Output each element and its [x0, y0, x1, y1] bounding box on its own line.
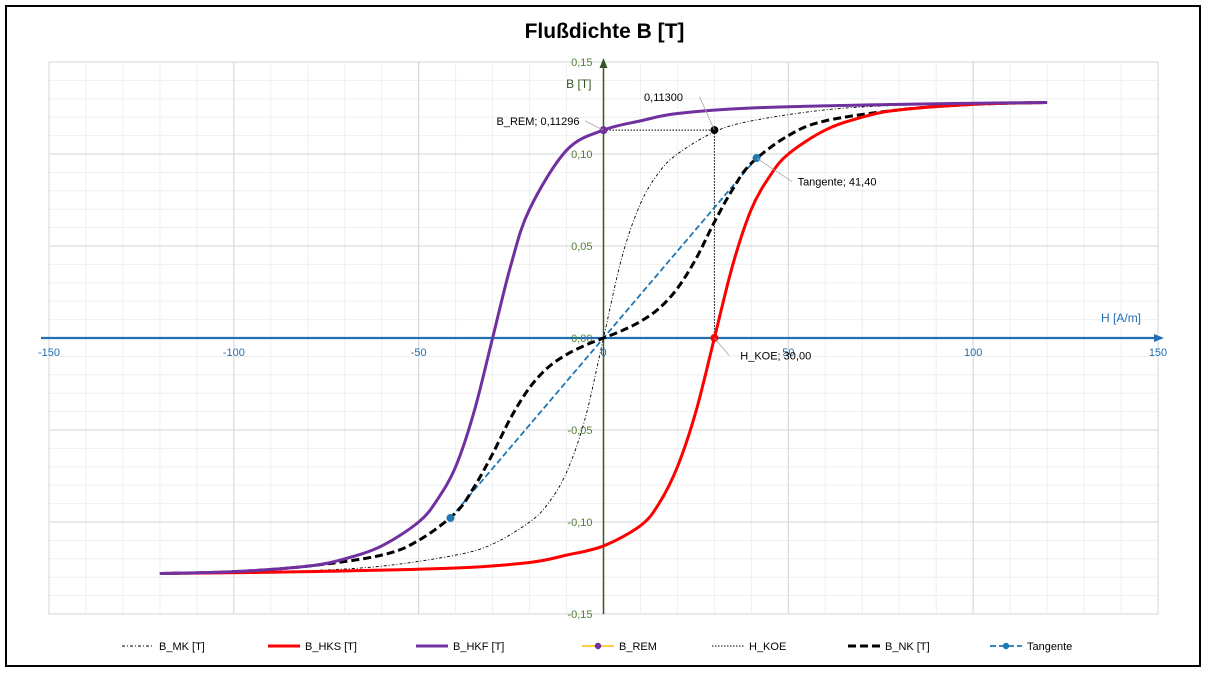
- x-axis-label: H [A/m]: [1101, 311, 1141, 325]
- annotations-layer: B_REM; 0,11296 0,11300 Tangente; 41,40 H_KO…: [497, 92, 877, 363]
- y-tick-label: 0,15: [571, 57, 592, 69]
- y-tick-label: 0,10: [571, 149, 592, 161]
- legend-label: H_KOE: [749, 641, 786, 653]
- y-tick-label: 0,05: [571, 241, 592, 253]
- x-tick-label: 0: [600, 347, 606, 359]
- legend-label: B_NK [T]: [885, 641, 930, 653]
- legend-label: B_REM: [619, 641, 657, 653]
- series-line-b-mk-t: [159, 102, 1048, 574]
- y-tick-label: -0,10: [567, 517, 592, 529]
- data-point-tangente: [446, 513, 455, 522]
- chart-title: Flußdichte B [T]: [524, 20, 685, 43]
- legend-label: B_MK [T]: [159, 641, 205, 653]
- series-line-b-hks-t: [159, 100, 1048, 576]
- x-axis-arrow-icon: [1154, 334, 1164, 342]
- annotation-label: B_REM; 0,11296: [497, 116, 580, 128]
- series-line-b-hkf-t: [159, 100, 1048, 576]
- x-tick-label: -50: [411, 347, 427, 359]
- annotation-leader-line: [756, 157, 793, 182]
- annotation-label: H_KOE; 30,00: [740, 350, 811, 362]
- legend: B_MK [T] B_HKS [T] B_HKF [T] B_REM H_KOE B_NK…: [122, 641, 1072, 653]
- x-tick-label: -150: [38, 347, 60, 359]
- series-line-h-koe: [603, 129, 715, 338]
- y-axis-arrow-icon: [599, 58, 608, 68]
- series-line-b-nk-t: [159, 100, 1048, 576]
- legend-marker: [594, 642, 602, 650]
- x-tick-label: 150: [1149, 347, 1167, 359]
- y-tick-label: 0,00: [571, 333, 592, 345]
- x-tick-label: 50: [782, 347, 794, 359]
- markers-layer: [446, 126, 761, 522]
- annotation-label: Tangente; 41,40: [798, 177, 877, 189]
- y-tick-label: -0,15: [567, 609, 592, 621]
- y-axis-label: B [T]: [566, 77, 591, 91]
- x-tick-label: 100: [964, 347, 982, 359]
- legend-label: Tangente: [1027, 641, 1072, 653]
- annotation-leader-line: [584, 120, 604, 131]
- x-tick-label: -100: [223, 347, 245, 359]
- annotation-leader-line: [714, 337, 730, 356]
- y-tick-label: -0,05: [567, 425, 592, 437]
- annotation-label: 0,11300: [644, 92, 683, 104]
- annotation-leader-line: [699, 96, 715, 131]
- legend-label: B_HKF [T]: [453, 641, 504, 653]
- legend-label: B_HKS [T]: [305, 641, 357, 653]
- series-layer: [159, 100, 1048, 576]
- legend-marker: [1002, 642, 1010, 650]
